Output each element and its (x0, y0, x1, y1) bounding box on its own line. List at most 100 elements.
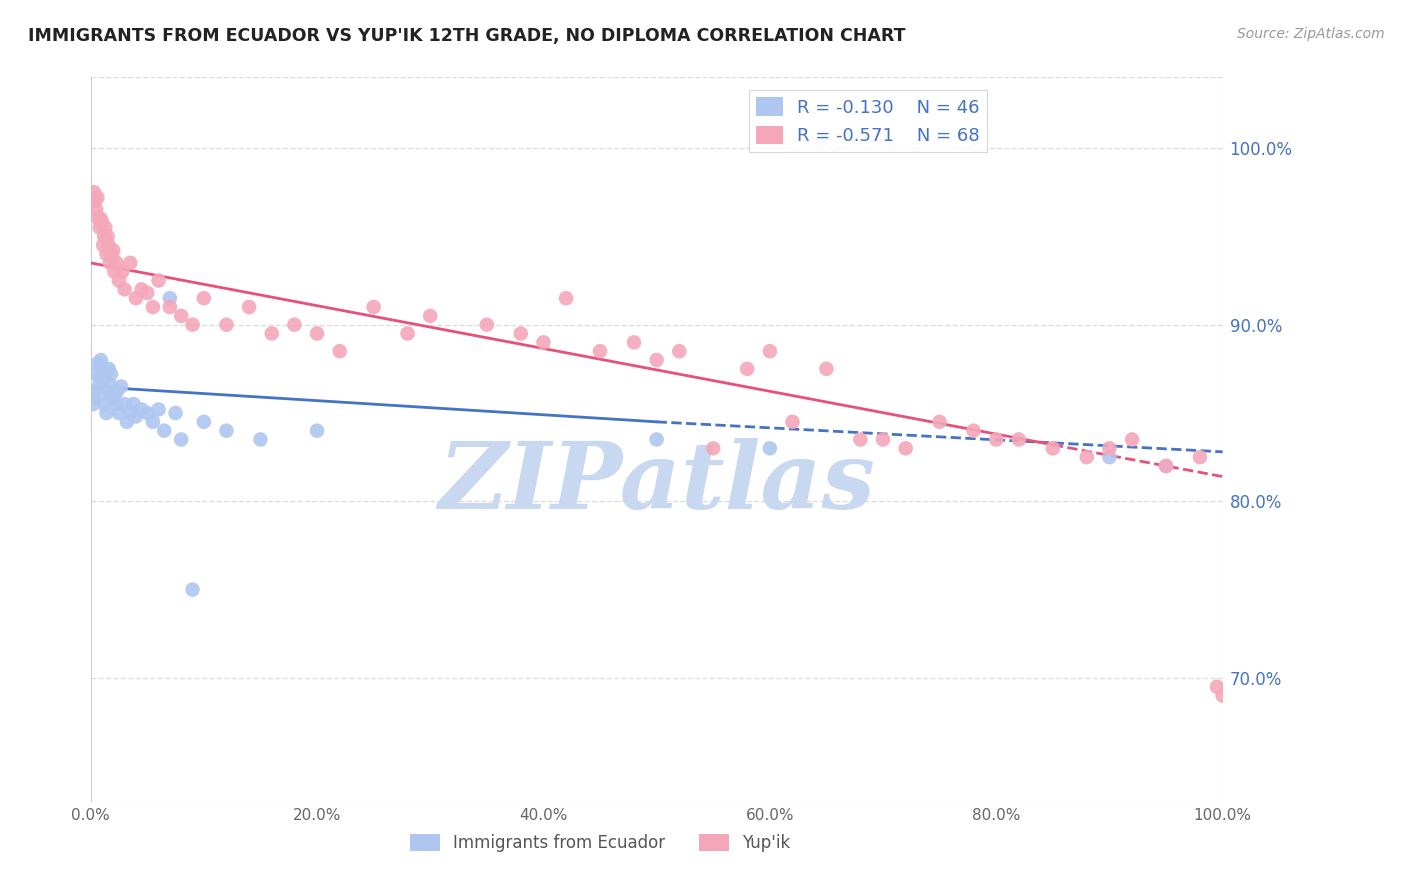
Point (181, 582, 204, 597)
Point (93, 397, 115, 411)
Point (120, 406, 142, 420)
Point (589, 344, 612, 359)
Point (97, 238, 120, 252)
Point (103, 244, 125, 258)
Point (1188, 450, 1211, 464)
Point (305, 424, 328, 438)
Point (97, 362, 120, 376)
Point (87, 379, 110, 393)
Point (105, 256, 128, 270)
Point (136, 285, 159, 300)
Point (101, 251, 124, 265)
Point (1154, 458, 1177, 473)
Point (114, 282, 136, 296)
Legend: R = -0.130    N = 46, R = -0.571    N = 68: R = -0.130 N = 46, R = -0.571 N = 68 (748, 90, 987, 153)
Point (419, 309, 441, 323)
Point (115, 415, 138, 429)
Point (215, 424, 238, 438)
Point (114, 397, 136, 411)
Point (735, 362, 758, 376)
Point (87, 211, 110, 226)
Point (668, 344, 690, 359)
Point (170, 309, 193, 323)
Point (215, 318, 238, 332)
Point (555, 291, 578, 305)
Text: ZIPatlas: ZIPatlas (439, 438, 875, 528)
Point (100, 367, 122, 381)
Point (89, 370, 111, 384)
Point (103, 392, 125, 406)
Point (962, 424, 984, 438)
Point (100, 247, 122, 261)
Point (238, 300, 260, 314)
Point (396, 326, 419, 341)
Point (928, 415, 950, 429)
Point (475, 318, 498, 332)
Point (103, 388, 125, 402)
Point (1008, 433, 1031, 447)
Point (125, 409, 148, 424)
Point (260, 326, 283, 341)
Point (96, 247, 118, 261)
Point (645, 353, 668, 368)
Point (782, 415, 804, 429)
Point (108, 274, 131, 288)
Point (91, 215, 114, 229)
Point (104, 397, 127, 411)
Point (122, 397, 145, 411)
Point (759, 344, 782, 359)
Text: IMMIGRANTS FROM ECUADOR VS YUP'IK 12TH GRADE, NO DIPLOMA CORRELATION CHART: IMMIGRANTS FROM ECUADOR VS YUP'IK 12TH G… (28, 27, 905, 45)
Point (1154, 458, 1177, 473)
Point (86, 357, 108, 371)
Point (872, 433, 894, 447)
Point (98, 388, 121, 402)
Point (96, 406, 118, 420)
Point (509, 326, 531, 341)
Point (94, 220, 117, 235)
Point (84, 202, 107, 217)
Point (1042, 442, 1064, 456)
Point (93, 229, 115, 244)
Point (249, 433, 271, 447)
Point (623, 335, 645, 350)
Point (1121, 433, 1143, 447)
Point (111, 265, 134, 279)
Point (131, 402, 153, 417)
Point (94, 370, 117, 384)
Point (1098, 442, 1121, 456)
Point (329, 344, 352, 359)
Point (645, 433, 668, 447)
Point (83, 186, 105, 200)
Point (142, 300, 165, 314)
Point (283, 318, 305, 332)
Point (153, 424, 176, 438)
Point (159, 300, 181, 314)
Point (363, 300, 385, 314)
Point (136, 406, 159, 420)
Point (84, 194, 107, 208)
Point (159, 291, 181, 305)
Point (148, 402, 170, 417)
Point (91, 374, 114, 388)
Point (165, 406, 187, 420)
Point (84, 392, 107, 406)
Point (142, 415, 165, 429)
Point (91, 362, 114, 376)
Point (849, 433, 872, 447)
Point (305, 326, 328, 341)
Point (91, 238, 114, 252)
Point (1206, 680, 1229, 694)
Text: Source: ZipAtlas.com: Source: ZipAtlas.com (1237, 27, 1385, 41)
Point (125, 291, 148, 305)
Point (815, 362, 838, 376)
Point (86, 190, 108, 204)
Point (103, 265, 125, 279)
Point (89, 220, 111, 235)
Point (110, 379, 132, 393)
Point (759, 442, 782, 456)
Point (82, 397, 104, 411)
Point (181, 318, 204, 332)
Point (84, 367, 107, 381)
Point (101, 379, 124, 393)
Point (193, 291, 215, 305)
